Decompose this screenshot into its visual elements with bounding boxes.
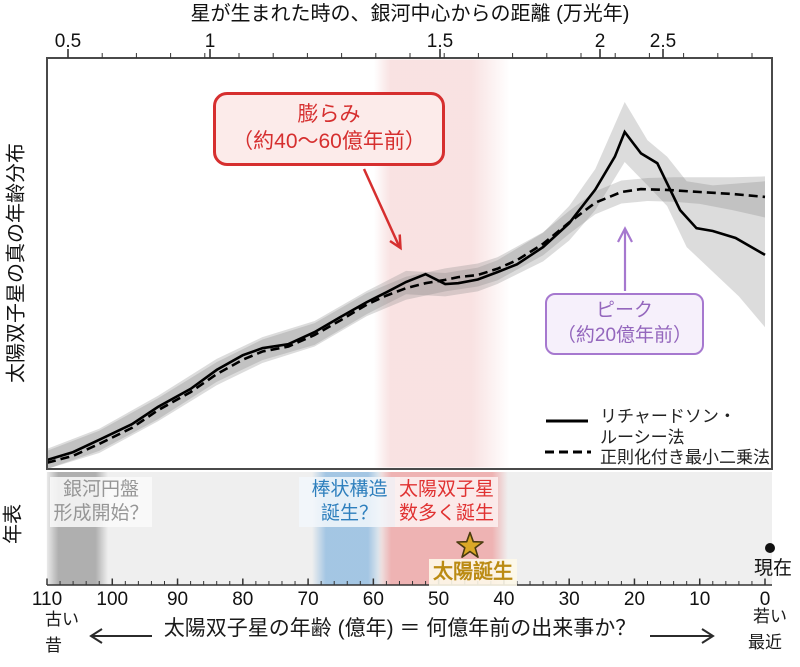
bulge-arrow <box>362 168 402 251</box>
peak-arrow <box>617 226 633 291</box>
event-galaxy-line2: 形成開始？ <box>53 502 149 524</box>
caption-past-label: 昔 <box>45 636 62 655</box>
y-axis-label: 太陽双子星の真の年齢分布 <box>5 143 28 383</box>
event-twins-line2: 数多く誕生 <box>398 502 494 524</box>
bottom-axis-tick-label: 110 <box>31 589 63 610</box>
now-dot-icon <box>765 543 775 553</box>
legend-label-dashed: 正則化付き最小二乗法 <box>600 448 770 467</box>
bottom-axis-tick-label: 60 <box>362 589 384 610</box>
bottom-axis-tick-label: 30 <box>558 589 580 610</box>
caption-recent-label: 最近 <box>748 633 782 652</box>
curve-regularized-least-squares <box>46 187 766 465</box>
bottom-axis-tick-label: 20 <box>623 589 646 610</box>
bottom-axis-tick-label: 80 <box>232 589 254 610</box>
event-bar-line2: 誕生？ <box>320 502 378 524</box>
bottom-axis-tick-label: 70 <box>297 589 319 610</box>
bottom-axis-tick-label: 0 <box>759 589 771 610</box>
top-axis-tick-label: 2.5 <box>649 31 677 52</box>
event-twins-line1: 太陽双子星 <box>398 479 494 500</box>
legend-label-solid-line1: リチャードソン・ <box>600 407 736 426</box>
caption-arrows <box>89 628 715 644</box>
top-axis-title: 星が生まれた時の、銀河中心からの距離 (万光年) <box>190 3 630 25</box>
event-twin-birth-label: 太陽双子星 数多く誕生 <box>395 477 498 527</box>
event-bar-line1: 棒状構造 <box>311 479 388 500</box>
top-axis-tick-label: 1 <box>204 31 216 52</box>
caption-young-label: 若い <box>753 607 787 626</box>
bottom-axis-tick-label: 10 <box>689 589 711 610</box>
top-axis-tick-label: 1.5 <box>426 31 454 52</box>
curve-richardson-lucy <box>46 129 766 462</box>
event-bar-structure-label: 棒状構造 誕生？ <box>299 477 400 527</box>
legend-label-solid-line2: ルーシー法 <box>600 428 685 447</box>
top-axis-tick-label: 2 <box>594 31 606 52</box>
top-axis-tick-label: 0.5 <box>54 31 82 52</box>
event-now-label: 現在 <box>753 558 792 579</box>
bulge-annotation-line2: （約40〜60億年前） <box>232 130 426 154</box>
timeline-label: 年表 <box>2 504 25 544</box>
peak-annotation-line2: （約20億年前） <box>556 324 693 346</box>
bottom-axis-caption: 太陽双子星の年齢 (億年) ＝ 何億年前の出来事か？ <box>163 617 637 640</box>
sun-star-icon <box>456 531 484 558</box>
bottom-axis-tick-label: 90 <box>166 589 189 610</box>
peak-annotation-box: ピーク （約20億年前） <box>545 293 704 356</box>
uncertainty-band-dashed <box>47 176 765 469</box>
caption-old-label: 古い <box>45 610 79 629</box>
bulge-annotation-box: 膨らみ （約40〜60億年前） <box>213 92 445 166</box>
event-galaxy-line1: 銀河円盤 <box>62 479 139 500</box>
bottom-axis-tick-label: 100 <box>96 589 129 610</box>
event-sun-birth-label: 太陽誕生 <box>429 559 517 586</box>
uncertainty-band-solid <box>47 102 765 469</box>
event-galaxy-disk-label: 銀河円盤 形成開始？ <box>50 477 152 527</box>
bulge-annotation-line1: 膨らみ <box>297 103 361 126</box>
peak-annotation-line1: ピーク <box>595 300 653 321</box>
bottom-axis-tick-label: 50 <box>428 589 450 610</box>
bottom-axis-tick-label: 40 <box>493 589 515 610</box>
